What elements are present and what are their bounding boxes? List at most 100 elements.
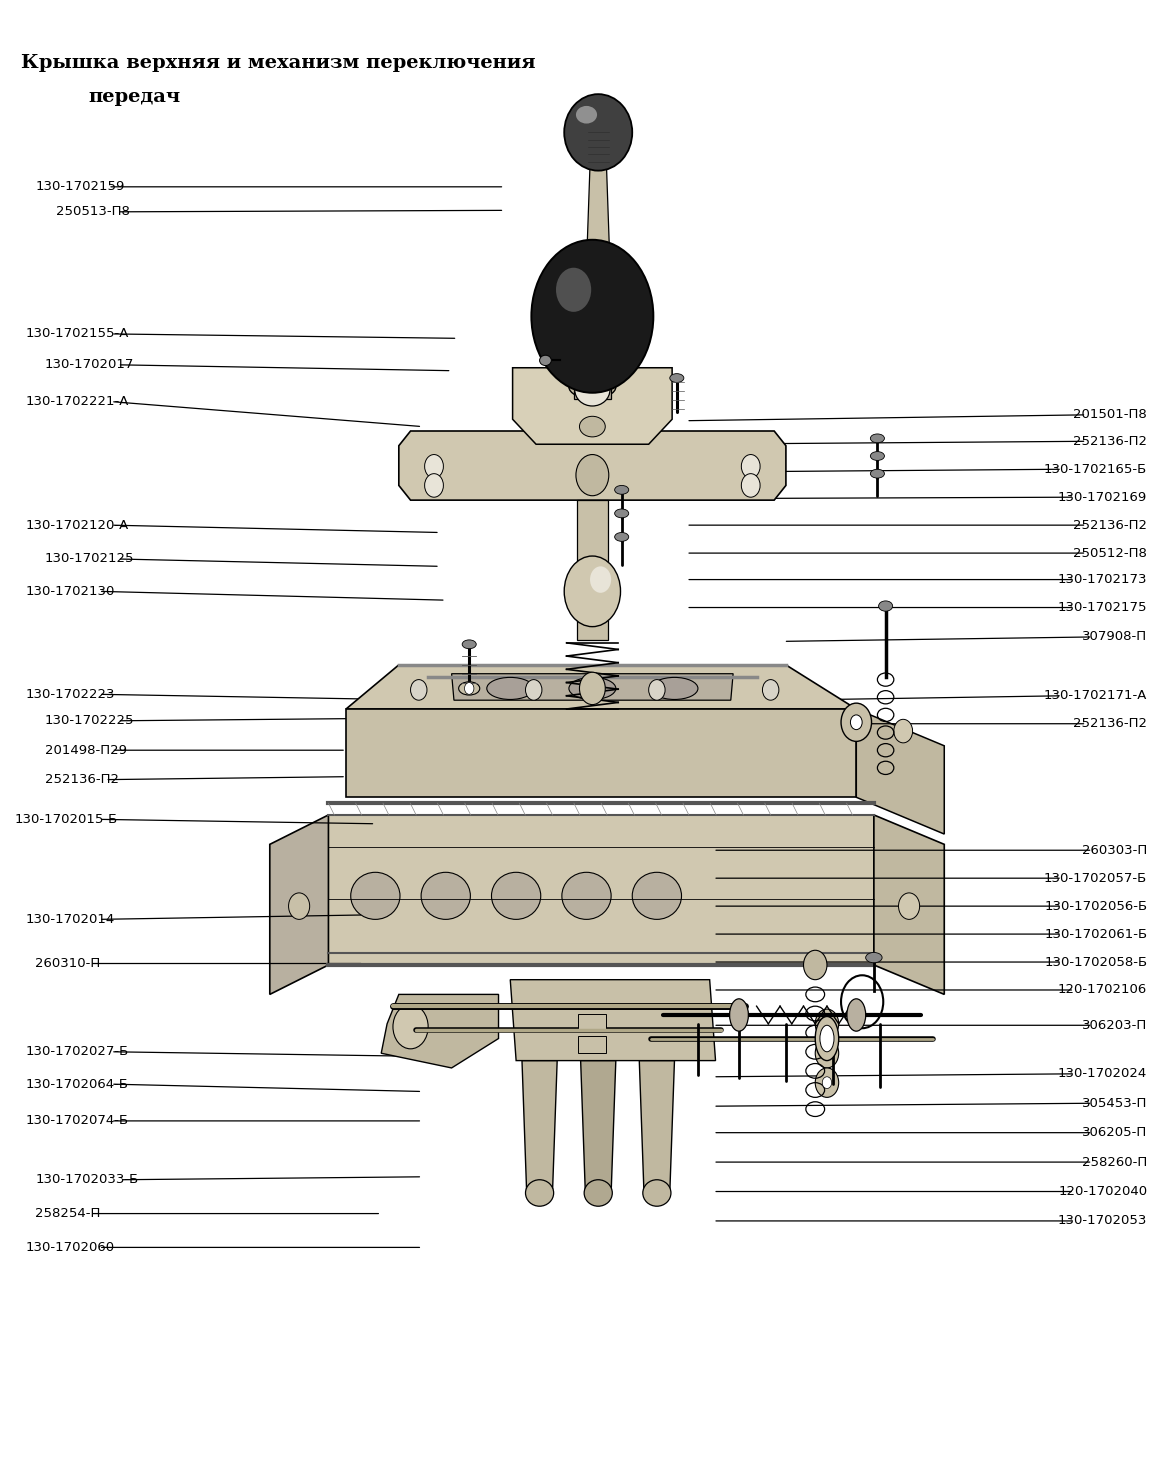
Ellipse shape bbox=[615, 485, 629, 494]
Polygon shape bbox=[639, 1061, 674, 1193]
Circle shape bbox=[741, 474, 760, 497]
Ellipse shape bbox=[879, 602, 893, 612]
Text: 258260-П: 258260-П bbox=[1082, 1156, 1147, 1168]
Circle shape bbox=[762, 680, 779, 700]
Ellipse shape bbox=[491, 872, 541, 919]
Text: 252136-П2: 252136-П2 bbox=[1073, 718, 1147, 730]
Text: 260310-П: 260310-П bbox=[35, 958, 101, 969]
Circle shape bbox=[564, 556, 621, 627]
Circle shape bbox=[579, 672, 605, 705]
Ellipse shape bbox=[870, 469, 884, 478]
Circle shape bbox=[556, 268, 591, 312]
Polygon shape bbox=[399, 431, 786, 500]
Ellipse shape bbox=[820, 1025, 834, 1052]
Ellipse shape bbox=[584, 1180, 612, 1206]
Polygon shape bbox=[581, 1061, 616, 1193]
Circle shape bbox=[411, 680, 427, 700]
Ellipse shape bbox=[487, 677, 534, 700]
Text: 252136-П2: 252136-П2 bbox=[1073, 435, 1147, 447]
Text: 130-1702225: 130-1702225 bbox=[45, 715, 134, 727]
Text: 130-1702223: 130-1702223 bbox=[26, 688, 115, 700]
Circle shape bbox=[815, 1039, 839, 1068]
Bar bbox=[574, 384, 611, 399]
Ellipse shape bbox=[526, 1180, 554, 1206]
Ellipse shape bbox=[870, 452, 884, 460]
Text: 250512-П8: 250512-П8 bbox=[1073, 547, 1147, 559]
Circle shape bbox=[393, 1005, 428, 1049]
Circle shape bbox=[590, 566, 611, 593]
Ellipse shape bbox=[462, 640, 476, 649]
Ellipse shape bbox=[643, 1180, 671, 1206]
Polygon shape bbox=[586, 165, 610, 265]
Polygon shape bbox=[522, 1061, 557, 1193]
Text: 130-1702017: 130-1702017 bbox=[45, 359, 134, 371]
Circle shape bbox=[649, 680, 665, 700]
Circle shape bbox=[576, 455, 609, 496]
Text: 201498-П29: 201498-П29 bbox=[45, 744, 127, 756]
Text: 130-1702159: 130-1702159 bbox=[35, 181, 124, 193]
Ellipse shape bbox=[815, 1016, 839, 1061]
Polygon shape bbox=[452, 674, 733, 700]
Text: 130-1702033-Б: 130-1702033-Б bbox=[35, 1174, 138, 1186]
Ellipse shape bbox=[569, 375, 616, 399]
Text: 306203-П: 306203-П bbox=[1082, 1019, 1147, 1031]
Text: 306205-П: 306205-П bbox=[1082, 1127, 1147, 1139]
Polygon shape bbox=[510, 980, 716, 1061]
Text: 130-1702120-А: 130-1702120-А bbox=[26, 519, 129, 531]
Text: Крышка верхняя и механизм переключения: Крышка верхняя и механизм переключения bbox=[21, 54, 536, 72]
Text: 130-1702175: 130-1702175 bbox=[1058, 602, 1147, 613]
Text: 130-1702169: 130-1702169 bbox=[1058, 491, 1147, 503]
Text: 252136-П2: 252136-П2 bbox=[1073, 519, 1147, 531]
Circle shape bbox=[822, 1077, 832, 1089]
Text: 130-1702024: 130-1702024 bbox=[1058, 1068, 1147, 1080]
Polygon shape bbox=[856, 709, 944, 834]
Ellipse shape bbox=[866, 953, 882, 964]
Text: ПЛАНЕТА ЖЕЛЕЗЯКА: ПЛАНЕТА ЖЕЛЕЗЯКА bbox=[408, 672, 765, 702]
Circle shape bbox=[804, 950, 827, 980]
Ellipse shape bbox=[847, 999, 866, 1031]
Polygon shape bbox=[513, 368, 672, 444]
Circle shape bbox=[841, 703, 872, 741]
Text: 258254-П: 258254-П bbox=[35, 1208, 101, 1219]
Circle shape bbox=[531, 240, 653, 393]
Text: 305453-П: 305453-П bbox=[1082, 1097, 1147, 1109]
Circle shape bbox=[289, 893, 310, 919]
Circle shape bbox=[822, 1047, 832, 1059]
Text: 130-1702074-Б: 130-1702074-Б bbox=[26, 1115, 129, 1127]
Ellipse shape bbox=[632, 872, 682, 919]
Circle shape bbox=[815, 1068, 839, 1097]
Text: 130-1702064-Б: 130-1702064-Б bbox=[26, 1078, 129, 1090]
Circle shape bbox=[526, 680, 542, 700]
Ellipse shape bbox=[615, 509, 629, 518]
Text: 130-1702056-Б: 130-1702056-Б bbox=[1044, 900, 1147, 912]
Text: 130-1702125: 130-1702125 bbox=[45, 553, 134, 565]
Polygon shape bbox=[346, 709, 856, 797]
Ellipse shape bbox=[576, 106, 597, 124]
Ellipse shape bbox=[615, 533, 629, 541]
Circle shape bbox=[425, 474, 443, 497]
Text: 130-1702027-Б: 130-1702027-Б bbox=[26, 1046, 129, 1058]
Ellipse shape bbox=[459, 683, 480, 696]
Ellipse shape bbox=[575, 374, 610, 406]
Ellipse shape bbox=[730, 999, 748, 1031]
Polygon shape bbox=[874, 815, 944, 994]
Bar bbox=[578, 1036, 606, 1053]
Text: 252136-П2: 252136-П2 bbox=[45, 774, 118, 786]
Text: 130-1702015-Б: 130-1702015-Б bbox=[14, 813, 117, 825]
Ellipse shape bbox=[569, 677, 616, 700]
Circle shape bbox=[894, 719, 913, 743]
Ellipse shape bbox=[421, 872, 470, 919]
Text: 250513-П8: 250513-П8 bbox=[56, 206, 130, 218]
Text: 260303-П: 260303-П bbox=[1082, 844, 1147, 856]
Text: 307908-П: 307908-П bbox=[1082, 631, 1147, 643]
Circle shape bbox=[741, 455, 760, 478]
Ellipse shape bbox=[564, 94, 632, 171]
Circle shape bbox=[815, 1009, 839, 1039]
Polygon shape bbox=[328, 815, 874, 965]
Text: 120-1702040: 120-1702040 bbox=[1058, 1186, 1147, 1197]
Polygon shape bbox=[270, 815, 328, 994]
Text: передач: передач bbox=[88, 88, 181, 106]
Polygon shape bbox=[381, 994, 499, 1068]
Ellipse shape bbox=[579, 416, 605, 437]
Polygon shape bbox=[346, 665, 856, 709]
